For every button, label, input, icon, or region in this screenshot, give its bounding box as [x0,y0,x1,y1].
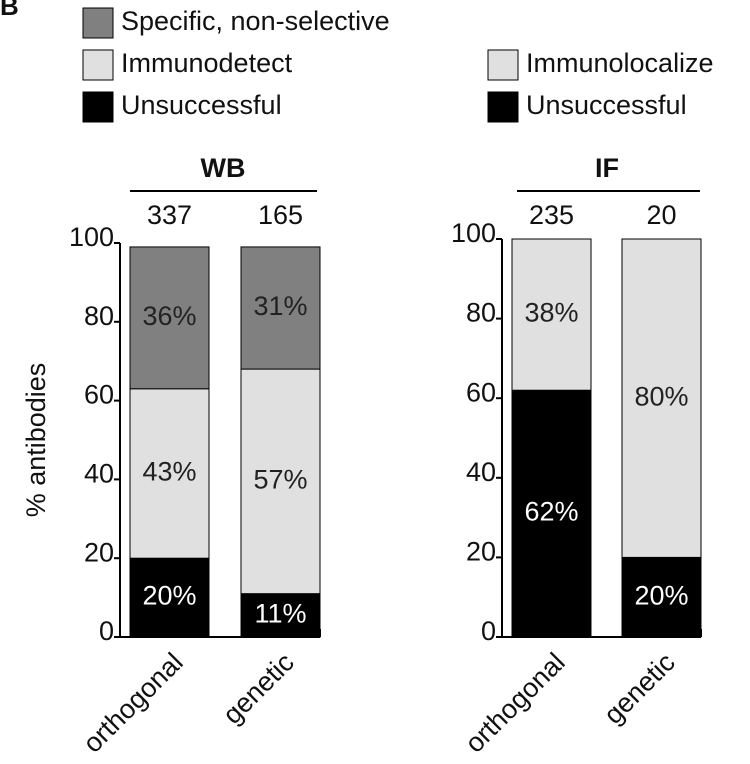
value-label: 11% [254,598,306,628]
chart-title: IF [595,153,619,183]
legend-swatch [487,49,519,81]
bar-segment [511,238,592,391]
y-tick-label: 0 [99,616,114,646]
legend-label: Specific, non-selective [121,6,390,36]
bar-segment [240,368,321,595]
y-tick-label: 80 [466,298,496,328]
value-label: 62% [524,497,578,527]
bar-total: 165 [258,200,303,230]
x-tick-label: genetic [217,647,300,730]
value-label: 80% [634,381,688,411]
panel-label: B [0,0,19,21]
value-label: 43% [142,457,196,487]
bar-segment [511,389,592,638]
y-tick-label: 40 [84,459,114,489]
y-tick-label: 60 [466,377,496,407]
value-label: 38% [524,298,578,328]
bar-segment [129,246,210,390]
value-label: 20% [634,580,688,610]
legend-swatch [82,49,114,81]
legend-swatch [487,91,519,123]
y-axis-label: % antibodies [21,363,51,518]
chart-title: WB [201,153,246,183]
bar-segment [129,388,210,559]
value-label: 36% [142,301,196,331]
y-tick-label: 20 [466,537,496,567]
y-tick-label: 0 [481,616,496,646]
legend-label: Immunolocalize [526,48,714,78]
bar-total: 20 [646,200,676,230]
bar-segment [621,556,702,638]
x-tick-label: genetic [598,647,681,730]
y-tick-label: 100 [69,222,114,252]
x-tick-label: orthogonal [459,647,570,758]
y-tick-label: 60 [84,380,114,410]
legend-label: Unsuccessful [526,90,687,120]
legend-swatch [82,91,114,123]
bar-total: 235 [529,200,574,230]
bar-segment [621,238,702,558]
bar-total: 337 [147,200,192,230]
y-tick-label: 100 [451,218,496,248]
y-tick-label: 80 [84,301,114,331]
x-tick-label: orthogonal [77,647,188,758]
y-tick-label: 40 [466,457,496,487]
y-tick-label: 20 [84,537,114,567]
bar-segment [240,246,321,370]
value-label: 57% [253,464,307,494]
legend-label: Immunodetect [121,48,293,78]
legend-label: Unsuccessful [121,90,282,120]
value-label: 31% [253,291,307,321]
legend-swatch [82,7,114,39]
bar-segment [240,593,321,638]
value-label: 20% [142,581,196,611]
